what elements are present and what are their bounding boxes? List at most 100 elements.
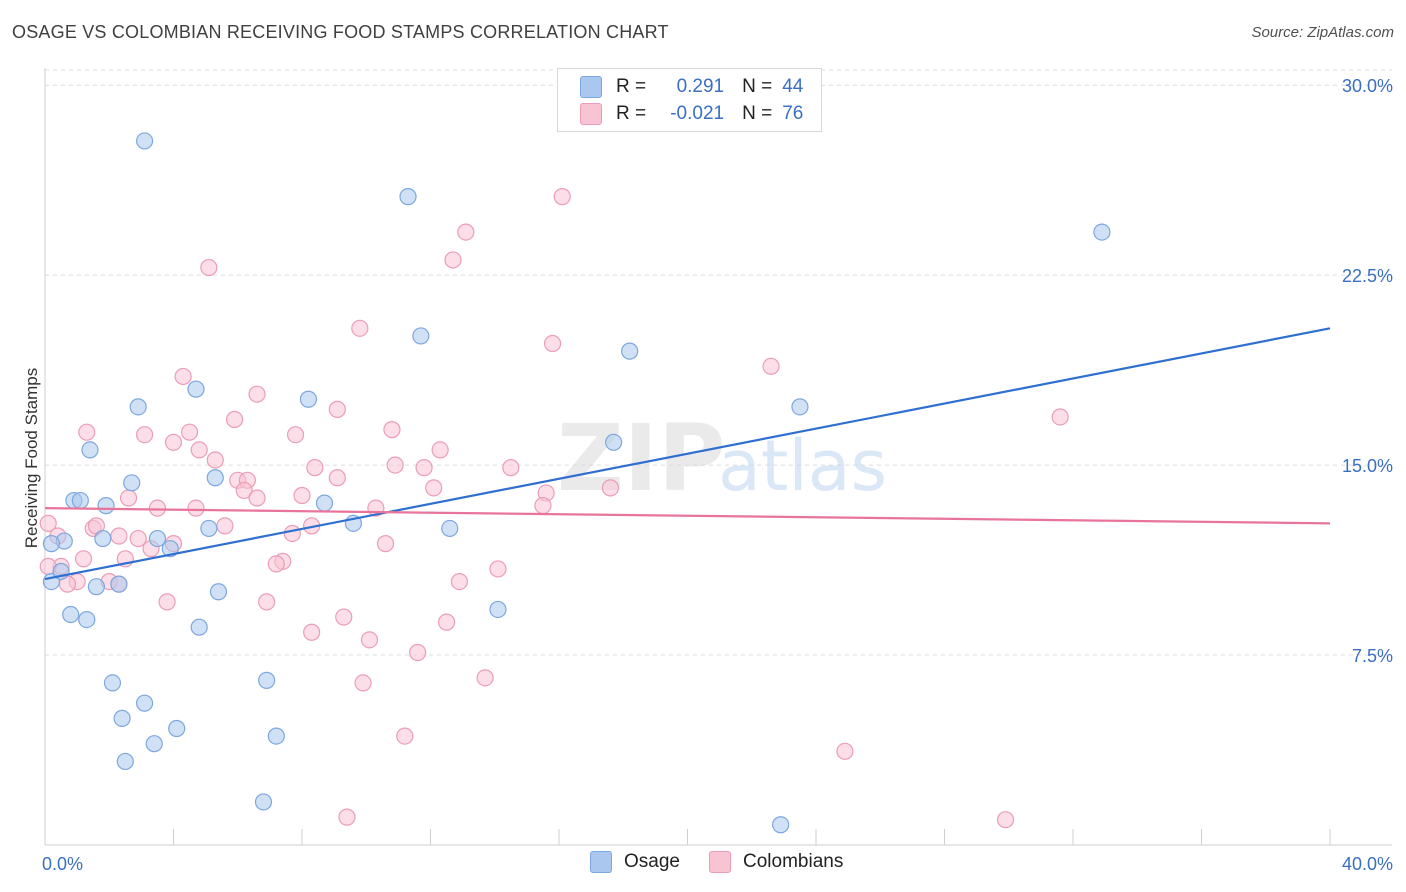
- colombian-point[interactable]: [431, 441, 449, 459]
- colombian-point[interactable]: [110, 527, 128, 545]
- colombian-point[interactable]: [158, 593, 176, 611]
- osage-point[interactable]: [791, 398, 809, 416]
- osage-point[interactable]: [441, 519, 459, 538]
- osage-point[interactable]: [78, 610, 96, 629]
- colombian-point[interactable]: [187, 499, 205, 517]
- colombian-point[interactable]: [1051, 408, 1069, 426]
- colombian-point[interactable]: [164, 433, 183, 451]
- colombian-point[interactable]: [248, 385, 266, 403]
- colombian-point[interactable]: [129, 529, 147, 548]
- osage-point[interactable]: [113, 709, 131, 727]
- colombian-point[interactable]: [78, 423, 96, 441]
- colombian-point[interactable]: [119, 489, 138, 507]
- colombian-point[interactable]: [303, 623, 321, 641]
- colombian-point[interactable]: [248, 489, 266, 507]
- osage-point[interactable]: [206, 469, 224, 487]
- osage-point[interactable]: [299, 390, 318, 408]
- osage-point[interactable]: [168, 719, 186, 738]
- osage-point[interactable]: [123, 474, 141, 492]
- colombian-point[interactable]: [180, 423, 199, 441]
- osage-point[interactable]: [135, 132, 154, 150]
- osage-point[interactable]: [42, 535, 61, 553]
- osage-point[interactable]: [71, 491, 89, 510]
- colombian-point[interactable]: [216, 517, 234, 535]
- colombian-point[interactable]: [444, 251, 462, 269]
- colombian-point[interactable]: [543, 334, 562, 353]
- osage-point[interactable]: [94, 529, 112, 548]
- osage-point[interactable]: [190, 618, 208, 636]
- colombian-point[interactable]: [601, 479, 620, 497]
- osage-point[interactable]: [399, 188, 417, 206]
- colombian-point[interactable]: [415, 459, 433, 477]
- colombian-point[interactable]: [338, 808, 356, 826]
- colombian-point[interactable]: [354, 674, 372, 692]
- colombian-point[interactable]: [553, 188, 571, 206]
- colombian-point[interactable]: [286, 426, 305, 444]
- osage-point[interactable]: [605, 433, 623, 451]
- colombian-point[interactable]: [437, 613, 456, 631]
- osage-point[interactable]: [129, 398, 147, 416]
- osage-point[interactable]: [135, 694, 154, 712]
- legend-item-osage[interactable]: Osage: [590, 851, 680, 873]
- colombian-point[interactable]: [174, 367, 192, 386]
- osage-point[interactable]: [489, 600, 507, 619]
- colombian-point[interactable]: [425, 479, 443, 497]
- osage-point[interactable]: [103, 674, 122, 692]
- osage-point[interactable]: [87, 578, 106, 596]
- colombian-point[interactable]: [396, 727, 414, 745]
- osage-n-value: 44: [782, 76, 804, 97]
- legend-item-colombians[interactable]: Colombians: [709, 851, 843, 873]
- colombian-point[interactable]: [235, 481, 253, 500]
- colombian-point[interactable]: [258, 593, 276, 611]
- osage-point[interactable]: [209, 583, 228, 601]
- colombian-point[interactable]: [190, 441, 208, 459]
- osage-point[interactable]: [258, 671, 276, 689]
- colombian-point[interactable]: [328, 469, 346, 487]
- osage-point[interactable]: [116, 752, 134, 771]
- colombian-point[interactable]: [476, 669, 494, 687]
- colombian-point[interactable]: [489, 560, 507, 578]
- colombian-point[interactable]: [762, 357, 780, 375]
- osage-point[interactable]: [97, 497, 115, 515]
- colombian-point[interactable]: [996, 811, 1015, 829]
- colombian-point[interactable]: [225, 410, 244, 429]
- colombian-point[interactable]: [306, 459, 324, 477]
- osage-point[interactable]: [267, 727, 285, 745]
- colombian-point[interactable]: [386, 456, 404, 474]
- osage-point[interactable]: [161, 540, 179, 558]
- osage-point[interactable]: [315, 494, 334, 512]
- colombian-point[interactable]: [836, 742, 854, 760]
- colombian-point[interactable]: [360, 631, 379, 649]
- osage-point[interactable]: [621, 342, 639, 360]
- osage-point[interactable]: [145, 735, 163, 753]
- osage-point[interactable]: [1093, 223, 1111, 241]
- colombian-point[interactable]: [200, 258, 218, 277]
- colombian-point[interactable]: [502, 459, 520, 477]
- osage-point[interactable]: [148, 529, 167, 548]
- colombian-point[interactable]: [206, 451, 224, 469]
- colombian-point[interactable]: [376, 535, 395, 553]
- osage-point[interactable]: [254, 793, 273, 811]
- osage-point[interactable]: [62, 605, 80, 624]
- colombian-point[interactable]: [148, 499, 167, 517]
- colombian-point[interactable]: [534, 497, 552, 515]
- colombian-point[interactable]: [450, 573, 469, 591]
- colombian-point[interactable]: [39, 514, 57, 532]
- osage-point[interactable]: [772, 816, 790, 834]
- osage-point[interactable]: [81, 441, 99, 459]
- colombian-point[interactable]: [135, 426, 154, 444]
- colombian-point[interactable]: [293, 486, 311, 505]
- colombian-point[interactable]: [383, 421, 401, 439]
- colombian-point[interactable]: [283, 524, 301, 543]
- osage-point[interactable]: [412, 327, 430, 345]
- colombian-point[interactable]: [457, 223, 475, 241]
- colombian-point[interactable]: [74, 550, 93, 568]
- colombian-point[interactable]: [267, 555, 285, 573]
- osage-point[interactable]: [187, 380, 205, 398]
- colombian-point[interactable]: [409, 643, 427, 662]
- colombian-point[interactable]: [328, 400, 346, 418]
- osage-point[interactable]: [110, 575, 128, 593]
- osage-point[interactable]: [200, 519, 218, 538]
- colombian-point[interactable]: [335, 608, 353, 626]
- colombian-point[interactable]: [351, 319, 369, 337]
